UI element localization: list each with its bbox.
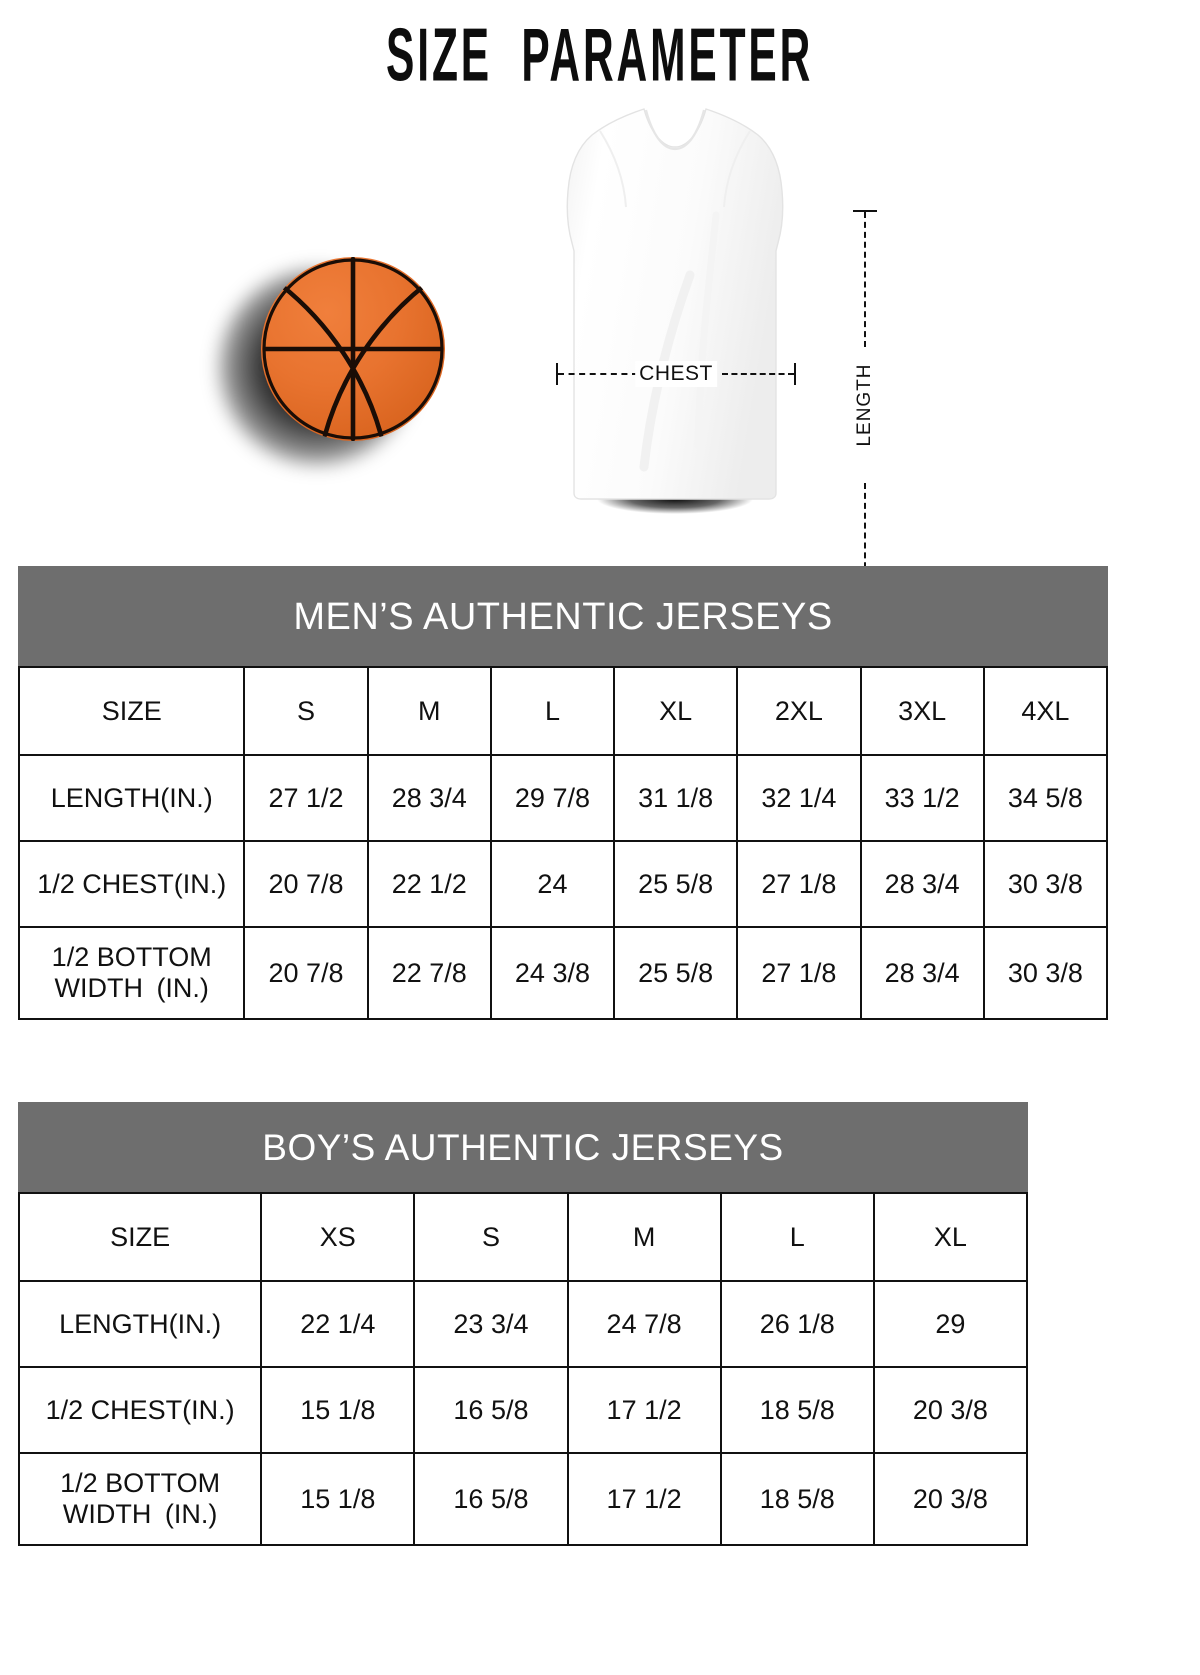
row-label-half-bottom-width: 1/2 BOTTOM WIDTH (IN.) (17, 1452, 263, 1546)
cell-bottom-2xl: 27 1/8 (736, 926, 862, 1020)
header-cell-xl: XL (613, 666, 739, 756)
length-dash-top (864, 212, 866, 347)
cell-length-3xl: 33 1/2 (859, 754, 985, 842)
cell-length-l: 26 1/8 (719, 1280, 875, 1368)
cell-bottom-m: 17 1/2 (566, 1452, 722, 1546)
cell-bottom-xl: 25 5/8 (613, 926, 739, 1020)
basketball-illustration (215, 235, 485, 495)
cell-bottom-3xl: 28 3/4 (859, 926, 985, 1020)
measurement-illustration: CHEST LENGTH (0, 85, 1200, 600)
cell-length-xs: 22 1/4 (260, 1280, 416, 1368)
chest-measurement-line: CHEST (556, 359, 796, 389)
length-cap-top (853, 210, 877, 212)
cell-chest-2xl: 27 1/8 (736, 840, 862, 928)
table-row: 1/2 CHEST(IN.) 20 7/8 22 1/2 24 25 5/8 2… (17, 840, 1109, 928)
length-measurement-line: LENGTH (845, 210, 885, 600)
boys-table-banner: BOY’S AUTHENTIC JERSEYS (18, 1102, 1028, 1192)
row-label-length: LENGTH(IN.) (17, 754, 246, 842)
table-row: 1/2 BOTTOM WIDTH (IN.) 15 1/8 16 5/8 17 … (17, 1452, 1029, 1546)
cell-bottom-s: 16 5/8 (413, 1452, 569, 1546)
cell-chest-3xl: 28 3/4 (859, 840, 985, 928)
cell-length-s: 27 1/2 (243, 754, 369, 842)
cell-length-s: 23 3/4 (413, 1280, 569, 1368)
cell-length-xl: 29 (872, 1280, 1029, 1368)
length-label: LENGTH (851, 359, 879, 451)
jersey-illustration (540, 95, 810, 515)
cell-bottom-4xl: 30 3/8 (982, 926, 1109, 1020)
cell-length-l: 29 7/8 (489, 754, 616, 842)
cell-chest-xl: 25 5/8 (613, 840, 739, 928)
header-cell-l: L (489, 666, 616, 756)
mens-size-table-block: MEN’S AUTHENTIC JERSEYS SIZE S M L XL 2X… (17, 566, 1109, 1020)
table-row: 1/2 BOTTOM WIDTH (IN.) 20 7/8 22 7/8 24 … (17, 926, 1109, 1020)
header-cell-m: M (566, 1192, 722, 1282)
header-cell-xl: XL (872, 1192, 1029, 1282)
cell-bottom-xs: 15 1/8 (260, 1452, 416, 1546)
cell-chest-4xl: 30 3/8 (982, 840, 1109, 928)
cell-length-xl: 31 1/8 (613, 754, 739, 842)
cell-chest-xl: 20 3/8 (872, 1366, 1029, 1454)
chest-cap-left (556, 363, 558, 385)
row-label-line2: WIDTH (IN.) (62, 1499, 218, 1529)
chest-cap-right (794, 363, 796, 385)
cell-chest-xs: 15 1/8 (260, 1366, 416, 1454)
cell-chest-m: 22 1/2 (366, 840, 492, 928)
table-header-row: SIZE S M L XL 2XL 3XL 4XL (17, 666, 1109, 756)
header-cell-m: M (366, 666, 492, 756)
page-title: SIZE PARAMETER (386, 12, 814, 98)
cell-chest-s: 20 7/8 (243, 840, 369, 928)
row-label-half-chest: 1/2 CHEST(IN.) (17, 840, 246, 928)
header-cell-2xl: 2XL (736, 666, 862, 756)
mens-table-banner: MEN’S AUTHENTIC JERSEYS (18, 566, 1108, 666)
row-label-line1: 1/2 BOTTOM (60, 1467, 221, 1498)
row-label-length: LENGTH(IN.) (17, 1280, 263, 1368)
chest-dash-right (722, 373, 794, 375)
cell-bottom-l: 18 5/8 (719, 1452, 875, 1546)
table-row: 1/2 CHEST(IN.) 15 1/8 16 5/8 17 1/2 18 5… (17, 1366, 1029, 1454)
length-dash-bottom (864, 483, 866, 598)
basketball-icon (261, 257, 445, 441)
cell-length-2xl: 32 1/4 (736, 754, 862, 842)
header-cell-3xl: 3XL (859, 666, 985, 756)
cell-chest-l: 18 5/8 (719, 1366, 875, 1454)
header-cell-size: SIZE (17, 666, 246, 756)
cell-length-m: 28 3/4 (366, 754, 492, 842)
row-label-half-chest: 1/2 CHEST(IN.) (17, 1366, 263, 1454)
header-cell-l: L (719, 1192, 875, 1282)
table-header-row: SIZE XS S M L XL (17, 1192, 1029, 1282)
chest-dash-left (558, 373, 638, 375)
table-row: LENGTH(IN.) 27 1/2 28 3/4 29 7/8 31 1/8 … (17, 754, 1109, 842)
cell-bottom-xl: 20 3/8 (872, 1452, 1029, 1546)
cell-length-m: 24 7/8 (566, 1280, 722, 1368)
chest-label: CHEST (635, 361, 717, 387)
table-row: LENGTH(IN.) 22 1/4 23 3/4 24 7/8 26 1/8 … (17, 1280, 1029, 1368)
boys-size-table: SIZE XS S M L XL LENGTH(IN.) 22 1/4 23 3… (17, 1192, 1029, 1546)
cell-chest-m: 17 1/2 (566, 1366, 722, 1454)
header-cell-4xl: 4XL (982, 666, 1109, 756)
mens-size-table: SIZE S M L XL 2XL 3XL 4XL LENGTH(IN.) 27… (17, 666, 1109, 1020)
cell-bottom-m: 22 7/8 (366, 926, 492, 1020)
boys-size-table-block: BOY’S AUTHENTIC JERSEYS SIZE XS S M L XL… (17, 1102, 1029, 1546)
cell-bottom-s: 20 7/8 (243, 926, 369, 1020)
cell-chest-l: 24 (489, 840, 616, 928)
row-label-line1: 1/2 BOTTOM (51, 941, 212, 972)
header-cell-xs: XS (260, 1192, 416, 1282)
cell-length-4xl: 34 5/8 (982, 754, 1109, 842)
header-cell-s: S (413, 1192, 569, 1282)
row-label-line2: WIDTH (IN.) (54, 973, 209, 1003)
page-header: SIZE PARAMETER (0, 0, 1200, 93)
cell-chest-s: 16 5/8 (413, 1366, 569, 1454)
header-cell-s: S (243, 666, 369, 756)
row-label-half-bottom-width: 1/2 BOTTOM WIDTH (IN.) (17, 926, 246, 1020)
cell-bottom-l: 24 3/8 (489, 926, 616, 1020)
header-cell-size: SIZE (17, 1192, 263, 1282)
